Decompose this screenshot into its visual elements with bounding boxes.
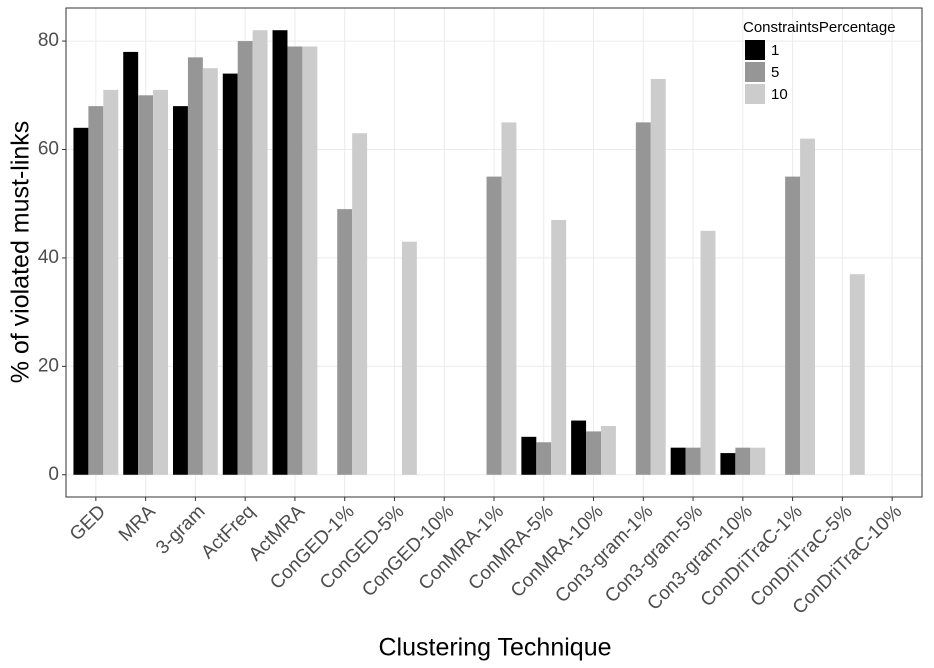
bar [153,89,169,475]
bar [237,41,253,475]
bar [720,453,736,475]
bar [202,68,218,475]
bar [352,133,368,475]
y-tick-label: 0 [48,464,59,485]
y-axis-title: % of violated must-links [7,121,35,384]
bar [302,46,318,475]
panel-border [65,7,923,498]
y-tick-label: 60 [38,139,59,160]
bar [685,447,701,475]
legend-label: 10 [771,86,788,103]
bar [337,209,353,475]
bar [501,122,517,475]
y-tick-label: 80 [38,30,59,51]
bar [670,447,686,475]
bar [700,230,716,475]
y-tick-label: 20 [38,355,59,376]
legend-title: ConstraintsPercentage [743,19,896,36]
legend-label: 5 [771,64,779,81]
bar [650,79,666,475]
bar [187,57,203,475]
bar [536,442,552,475]
bar [88,106,104,475]
bar [571,420,587,475]
legend-swatch [745,84,765,104]
bar [849,274,865,475]
bar [222,73,238,475]
bar [800,138,815,475]
bar [272,30,288,475]
x-axis-title: Clustering Technique [378,634,611,662]
bar [401,241,417,475]
bar [785,176,801,475]
bar [750,447,766,475]
bar [486,176,502,475]
bar [735,447,751,475]
bar [138,95,154,475]
y-tick-label: 40 [38,247,59,268]
bar [521,436,537,475]
legend-swatch [745,40,765,60]
legend-swatch [745,62,765,82]
bar [635,122,651,475]
bar [586,431,601,475]
bar [123,51,139,475]
bar [73,127,89,475]
bar [103,89,119,475]
legend-label: 1 [771,42,779,59]
bar [252,30,268,475]
bar [601,425,616,475]
bar [287,46,303,475]
bar [173,106,188,475]
bar [551,219,567,475]
